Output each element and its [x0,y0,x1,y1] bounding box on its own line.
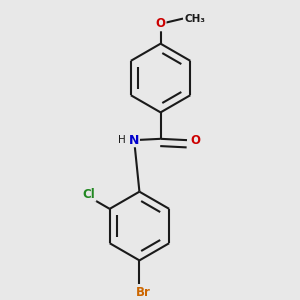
Text: N: N [129,134,139,147]
Text: O: O [190,134,200,147]
Text: CH₃: CH₃ [184,14,206,24]
Text: Br: Br [136,286,151,298]
Text: O: O [156,17,166,30]
Text: H: H [118,135,126,145]
Text: Cl: Cl [83,188,95,201]
